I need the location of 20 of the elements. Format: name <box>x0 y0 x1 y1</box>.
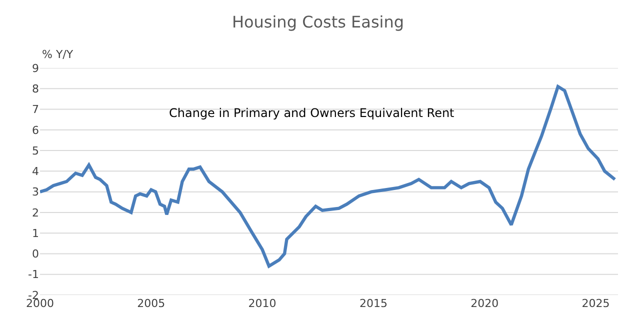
x-tick-label: 2015 <box>359 297 388 310</box>
y-tick-label: 1 <box>32 226 39 240</box>
x-tick-label: 2025 <box>582 297 610 310</box>
x-tick-label: 2010 <box>248 297 276 310</box>
annotation: Change in Primary and Owners Equivalent Rent <box>169 106 455 120</box>
x-tick-label: 2020 <box>470 297 499 310</box>
y-tick-label: 9 <box>32 62 39 75</box>
y-tick-label: 8 <box>32 82 39 96</box>
y-tick-label: 4 <box>32 165 39 178</box>
y-tick-label: 6 <box>32 124 39 137</box>
line-series <box>40 84 616 268</box>
y-axis-title: % Y/Y <box>42 48 74 61</box>
y-tick-label: 2 <box>32 206 39 220</box>
x-tick-label: 2005 <box>137 297 166 310</box>
y-tick-label: 7 <box>32 103 39 116</box>
y-tick-label: -1 <box>28 268 39 282</box>
chart-title: Housing Costs Easing <box>232 12 404 32</box>
y-tick-label: 0 <box>32 248 39 261</box>
y-tick-label: 3 <box>32 186 39 199</box>
y-tick-label: 5 <box>32 144 39 158</box>
